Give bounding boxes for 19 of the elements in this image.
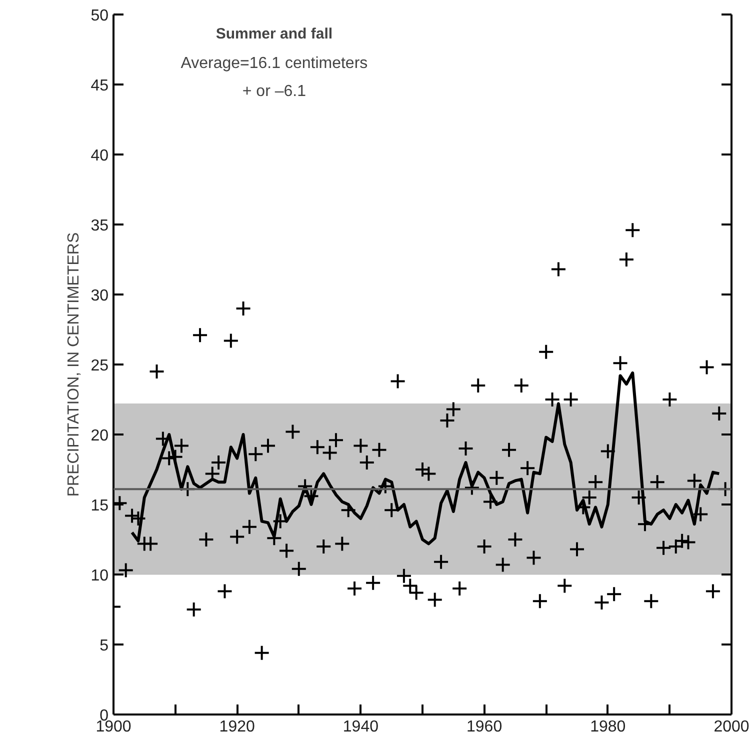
y-tick-label: 10 [90,568,109,584]
x-tick-label: 1960 [466,718,502,736]
x-tick-label: 2000 [714,718,750,736]
y-tick-label: 15 [90,498,109,514]
y-tick-label: 45 [90,78,109,94]
y-tick-label: 40 [90,148,109,164]
y-tick-label: 30 [90,288,109,304]
y-tick-label: 50 [90,8,109,24]
x-tick-label: 1920 [219,718,255,736]
annotation: Average=16.1 centimeters [180,55,368,72]
y-tick-label: 25 [90,358,109,374]
annotation: + or –6.1 [242,83,306,100]
y-tick-label: 5 [100,638,109,654]
x-tick-label: 1940 [342,718,379,736]
y-tick-label: 35 [90,218,109,234]
text: Summer and fall [216,26,333,43]
y-tick-label: 20 [90,428,109,444]
y-axis-title: PRECIPITATION, IN CENTIMETERS [66,232,83,497]
x-tick-label: 1980 [590,718,626,736]
